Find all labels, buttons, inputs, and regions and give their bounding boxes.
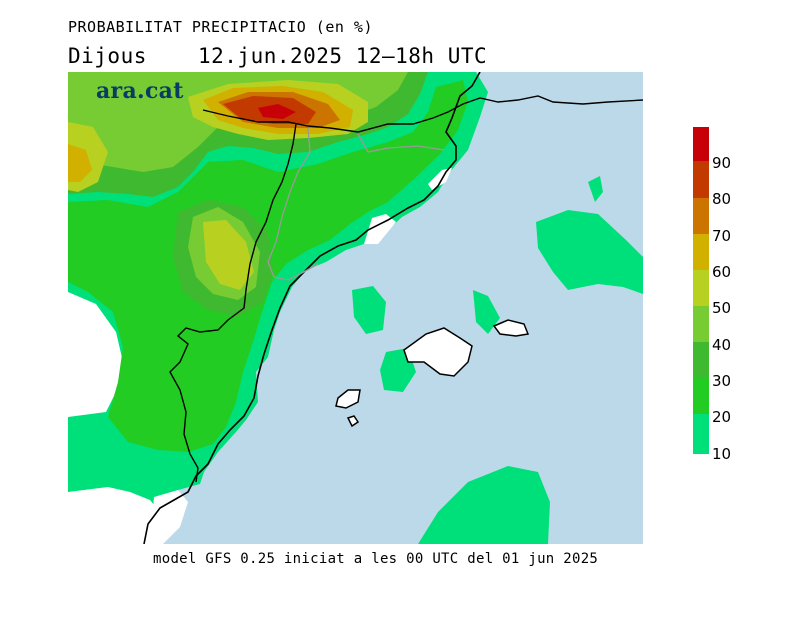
low-prob-land-southwest	[68, 487, 160, 544]
legend-swatch-90	[693, 127, 709, 161]
legend-swatch-50	[693, 270, 709, 306]
sea-patch-northeast	[588, 176, 603, 202]
legend-swatch-60	[693, 234, 709, 270]
legend-swatch-30	[693, 342, 709, 378]
sea-patch-east	[536, 210, 643, 294]
low-prob-land-west	[68, 292, 123, 417]
legend-swatch-70	[693, 198, 709, 234]
border-inner	[267, 127, 319, 281]
legend-label-10: 10	[712, 445, 732, 463]
model-run-footer: model GFS 0.25 iniciat a les 00 UTC del …	[153, 551, 599, 567]
low-prob-coast-strip	[364, 214, 396, 244]
island-ibiza	[335, 389, 361, 409]
variable-title: PROBABILITAT PRECIPITACIO (en %)	[68, 18, 373, 36]
band-60-northwest	[68, 144, 92, 182]
legend-label-50: 50	[712, 299, 732, 317]
legend-label-20: 20	[712, 408, 732, 426]
sea-patch-mid	[352, 286, 386, 334]
sea-patch-south	[418, 466, 550, 544]
sea-patch-menorca	[473, 290, 500, 334]
legend-label-90: 90	[712, 154, 732, 172]
band-90	[258, 104, 296, 119]
precipitation-map: ara.cat	[68, 72, 643, 544]
island-mallorca	[403, 327, 473, 377]
legend-label-30: 30	[712, 372, 732, 390]
legend-label-70: 70	[712, 227, 732, 245]
legend-swatch-10	[693, 414, 709, 454]
ara-cat-logo: ara.cat	[96, 78, 184, 104]
legend-label-40: 40	[712, 336, 732, 354]
island-formentera	[346, 415, 360, 428]
border-aragon-catalonia	[169, 123, 297, 483]
forecast-day: Dijous	[68, 44, 147, 68]
band-50-inland	[203, 220, 254, 290]
legend-swatch-80	[693, 161, 709, 198]
forecast-time: Dijous 12.jun.2025 12—18h UTC	[68, 44, 487, 68]
border-inner-2	[357, 133, 445, 153]
legend-label-60: 60	[712, 263, 732, 281]
low-prob-land-south	[150, 490, 188, 544]
island-menorca	[492, 319, 530, 337]
legend-label-80: 80	[712, 190, 732, 208]
border-france	[202, 95, 643, 133]
legend-swatch-40	[693, 306, 709, 342]
forecast-date-range: 12.jun.2025 12—18h UTC	[198, 44, 488, 68]
legend-swatch-20	[693, 378, 709, 414]
